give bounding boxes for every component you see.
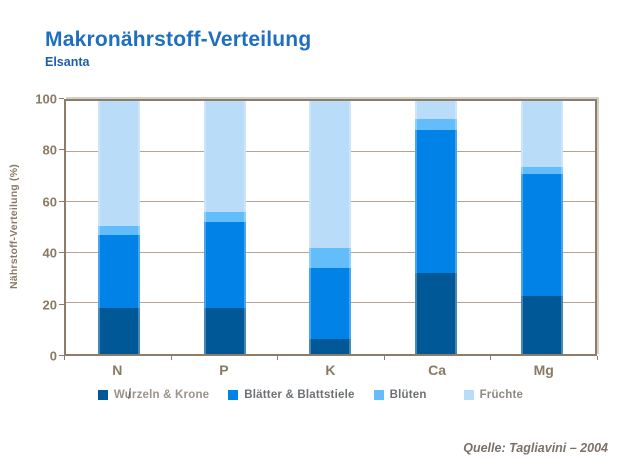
legend-item: Früchte [463,389,524,401]
y-tick-mark [59,98,64,99]
bar-segment [521,166,564,175]
bar-segment [309,101,352,248]
x-axis-label-Mg: Mg [533,362,554,378]
x-axis-label-N: N [112,362,123,378]
bar-segment [203,222,246,309]
bar-segment [309,268,352,339]
chart-legend: Wurzeln & Krone Blätter & Blattstiele Blüt… [0,389,621,401]
y-tick-mark [59,252,64,254]
x-tick-mark [64,356,65,360]
page-subtitle: Elsanta [45,55,90,69]
bar-segment [97,101,140,227]
x-axis-label-Ca: Ca [428,362,447,378]
y-tick-label: 80 [42,142,57,158]
legend-swatch-icon [373,390,384,400]
bar-segment [97,226,140,236]
bar-segment [415,118,458,131]
legend-swatch-icon [97,390,108,400]
y-tick-label: 0 [49,348,57,364]
x-axis-labels: N P K Ca Mg [64,362,597,378]
legend-label: Blätter & Blattstiele [244,389,355,401]
legend-label: Früchte [479,389,524,401]
bar-column-P [172,101,278,354]
bar-segment [521,295,564,354]
y-tick-mark [59,200,64,202]
page-title: Makronährstoff-Verteilung [45,28,312,51]
y-axis-tick-marks [59,98,64,356]
legend-label: Blüten [389,389,427,401]
y-tick-mark [59,355,64,356]
source-citation: Quelle: Tagliavini – 2004 [463,441,608,455]
bar-segment [521,101,564,167]
bar-segment [415,273,458,354]
legend-item: Blüten [373,389,427,401]
legend-item: Wurzeln & Krone [97,389,210,401]
bar-segment [203,212,246,223]
y-tick-label: 100 [35,91,57,107]
x-axis-label-P: P [219,362,229,378]
bar-segment [309,338,352,354]
x-axis-tick-marks [64,356,598,361]
plot-area [64,99,597,356]
plot-inner [66,101,595,354]
x-tick-mark [597,356,598,360]
x-tick-mark [490,356,492,360]
bar-segment [521,174,564,296]
y-tick-label: 20 [42,297,57,313]
legend-item: Blätter & Blattstiele [228,389,354,401]
y-axis-tick-labels: 0 20 40 60 80 100 [0,92,57,364]
bar-segment [203,101,246,213]
bar-column-N [66,101,172,354]
x-tick-mark [277,356,279,360]
bar-segment [97,308,140,354]
x-tick-mark [170,356,172,360]
bar-column-Mg [489,101,595,354]
x-axis-label-K: K [325,362,336,378]
y-tick-mark [59,149,64,151]
bar-column-Ca [383,101,489,354]
bar-segment [309,247,352,268]
bar-segment [415,130,458,274]
y-tick-label: 60 [42,194,57,210]
legend-label: Wurzeln & Krone [113,389,210,401]
legend-swatch-icon [228,390,239,400]
bar-series-container [66,101,595,354]
bar-segment [203,308,246,354]
bar-column-K [278,101,384,354]
y-tick-label: 40 [42,245,57,261]
y-tick-mark [59,303,64,305]
legend-swatch-icon [463,390,474,400]
bar-segment [415,101,458,119]
x-tick-mark [383,356,385,360]
bar-segment [97,235,140,309]
